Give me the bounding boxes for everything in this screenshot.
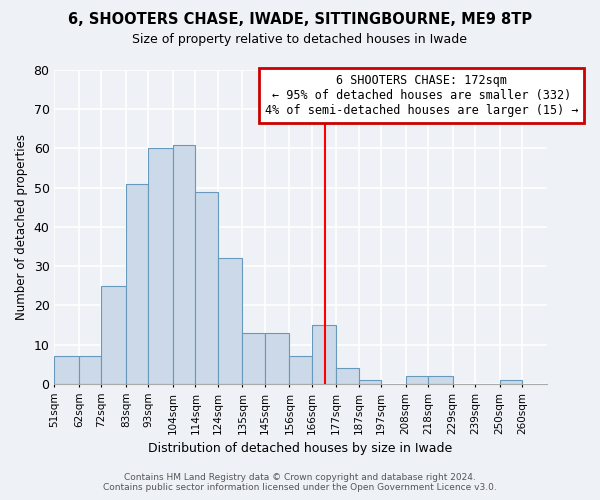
Bar (289, 356, 312, 384)
Text: Size of property relative to detached houses in Iwade: Size of property relative to detached ho… (133, 32, 467, 46)
Bar (500, 380, 522, 384)
Bar (428, 376, 452, 384)
Bar (359, 380, 381, 384)
Text: Contains HM Land Registry data © Crown copyright and database right 2024.
Contai: Contains HM Land Registry data © Crown c… (103, 473, 497, 492)
Y-axis label: Number of detached properties: Number of detached properties (15, 134, 28, 320)
Bar (55, 356, 79, 384)
Bar (265, 333, 289, 384)
Bar (218, 258, 242, 384)
X-axis label: Distribution of detached houses by size in Iwade: Distribution of detached houses by size … (148, 442, 452, 455)
Bar (79, 356, 101, 384)
Bar (173, 144, 196, 384)
Text: 6 SHOOTERS CHASE: 172sqm
← 95% of detached houses are smaller (332)
4% of semi-d: 6 SHOOTERS CHASE: 172sqm ← 95% of detach… (265, 74, 578, 117)
Bar (126, 184, 148, 384)
Bar (312, 325, 337, 384)
Bar (196, 192, 218, 384)
Bar (406, 376, 428, 384)
Bar (242, 333, 265, 384)
Text: 6, SHOOTERS CHASE, IWADE, SITTINGBOURNE, ME9 8TP: 6, SHOOTERS CHASE, IWADE, SITTINGBOURNE,… (68, 12, 532, 28)
Bar (148, 148, 173, 384)
Bar (101, 286, 126, 384)
Bar (337, 368, 359, 384)
